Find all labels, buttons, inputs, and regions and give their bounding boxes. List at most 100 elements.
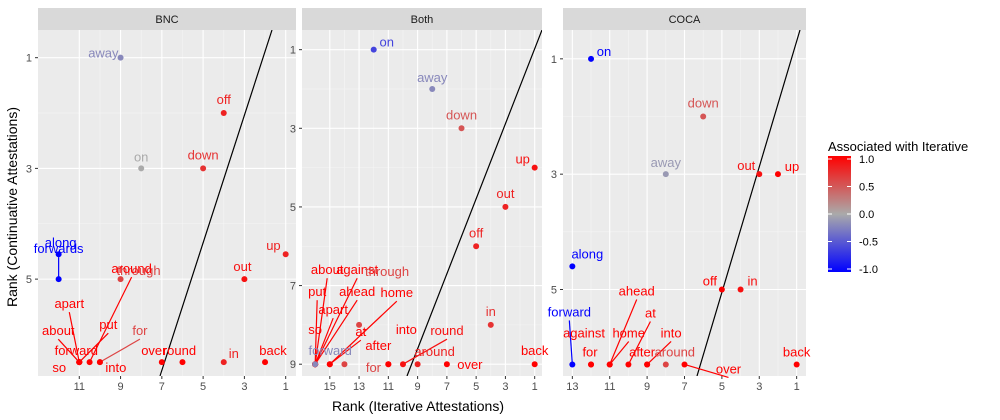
reference-line xyxy=(159,30,273,376)
label-leader-line xyxy=(329,339,362,365)
label-leader-line xyxy=(609,341,630,365)
label-leader-line xyxy=(68,312,80,363)
data-point-for xyxy=(588,361,595,368)
point-label: away xyxy=(417,70,448,85)
data-point-over xyxy=(681,361,688,368)
point-label: back xyxy=(259,343,287,358)
label-leader-line xyxy=(314,300,318,365)
point-label: put xyxy=(308,284,326,299)
x-tick-label: 3 xyxy=(241,381,247,393)
facet-strip xyxy=(563,8,806,30)
facet-strip-label: COCA xyxy=(669,14,701,26)
data-point-round xyxy=(179,359,186,366)
data-point-through xyxy=(356,321,363,328)
point-label: round xyxy=(163,343,196,358)
x-tick-label: 11 xyxy=(383,381,394,393)
x-tick-label: 7 xyxy=(444,381,450,393)
data-point-off xyxy=(473,243,480,250)
point-label: out xyxy=(496,186,514,201)
data-point-along xyxy=(569,263,576,270)
y-tick-label: 3 xyxy=(551,169,557,181)
point-label: up xyxy=(266,238,280,253)
x-tick-label: 13 xyxy=(353,381,365,393)
y-tick-label: 7 xyxy=(290,281,296,293)
x-tick-label: 11 xyxy=(74,381,85,393)
data-point-down xyxy=(700,113,707,120)
data-point-out xyxy=(502,203,509,210)
x-tick-label: 3 xyxy=(502,381,508,393)
point-label: back xyxy=(521,343,549,358)
label-leader-line xyxy=(314,299,358,365)
x-tick-label: 5 xyxy=(473,381,479,393)
point-label: apart xyxy=(318,302,348,317)
x-axis-title: Rank (Iterative Attestations) xyxy=(332,398,504,414)
label-leader-line xyxy=(627,321,651,365)
point-label: up xyxy=(515,152,529,167)
point-label: into xyxy=(396,322,417,337)
point-label: ahead xyxy=(339,284,375,299)
data-point-on xyxy=(588,55,595,62)
legend-tick-label: -1.0 xyxy=(859,264,878,276)
point-label: down xyxy=(688,96,719,111)
point-label: down xyxy=(188,147,219,162)
label-leader-line xyxy=(646,341,672,365)
label-leader-line xyxy=(314,278,328,365)
data-point-forward xyxy=(569,361,576,368)
x-tick-label: 9 xyxy=(644,381,650,393)
data-point-off xyxy=(220,110,227,117)
point-label: forwards xyxy=(34,241,84,256)
data-point-home xyxy=(606,361,613,368)
reference-line xyxy=(406,30,542,376)
point-label: through xyxy=(365,264,409,279)
data-point-down xyxy=(200,165,207,172)
data-point-forwards xyxy=(55,276,62,283)
data-point-after xyxy=(644,361,651,368)
point-label: for xyxy=(132,323,148,338)
point-label: home xyxy=(612,325,645,340)
point-label: ahead xyxy=(619,283,655,298)
facet-strip xyxy=(38,8,296,30)
legend-tick-label: -0.5 xyxy=(859,237,878,249)
y-tick-label: 5 xyxy=(26,274,32,286)
y-axis-title: Rank (Continuative Attestations) xyxy=(4,107,20,307)
point-label: against xyxy=(563,325,605,340)
point-label: over xyxy=(457,357,483,372)
point-label: at xyxy=(645,305,656,320)
panel-background xyxy=(302,30,542,376)
point-label: at xyxy=(355,324,366,339)
x-tick-label: 3 xyxy=(756,381,762,393)
data-point-so xyxy=(76,359,83,366)
reference-line xyxy=(696,30,801,376)
point-label: off xyxy=(703,274,718,289)
data-point-for xyxy=(341,361,348,368)
point-label: home xyxy=(381,285,414,300)
label-leader-line xyxy=(329,300,398,365)
point-label: after xyxy=(629,344,656,359)
color-legend: Associated with Iterative 1.0 0.5 0.0 -0.5 -… xyxy=(828,139,968,276)
y-tick-label: 9 xyxy=(290,359,296,371)
point-label: on xyxy=(134,149,148,164)
y-tick-label: 1 xyxy=(26,53,32,65)
y-tick-label: 1 xyxy=(290,45,296,57)
point-label: on xyxy=(597,44,611,59)
point-label: over xyxy=(141,343,167,358)
point-label: into xyxy=(105,360,126,375)
facet-strip-label: BNC xyxy=(155,14,178,26)
label-leader-line xyxy=(57,338,80,363)
point-label: in xyxy=(229,346,239,361)
data-point-forward xyxy=(312,361,319,368)
data-point-after xyxy=(385,361,392,368)
data-point-back xyxy=(793,361,800,368)
y-tick-label: 5 xyxy=(551,285,557,297)
point-label: away xyxy=(88,46,119,61)
facet-strip-label: Both xyxy=(411,14,434,26)
point-label: back xyxy=(783,344,811,359)
point-label: around xyxy=(414,344,454,359)
point-label: out xyxy=(233,259,251,274)
point-label: around xyxy=(111,261,151,276)
point-label: apart xyxy=(54,296,84,311)
point-label: up xyxy=(785,159,799,174)
